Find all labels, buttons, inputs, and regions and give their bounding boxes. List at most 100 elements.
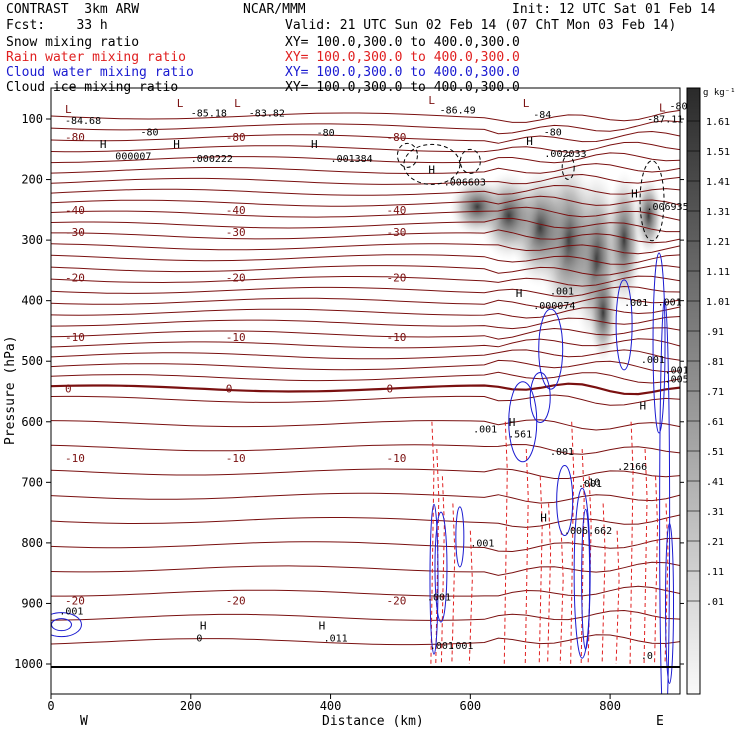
temperature-label: -10 xyxy=(65,331,85,344)
temperature-label: -80 xyxy=(65,131,85,144)
temperature-contour xyxy=(51,120,680,135)
y-tick-label: 100 xyxy=(21,112,43,126)
cloud-ice-contour xyxy=(396,142,418,168)
header-valid: Valid: 21 UTC Sun 02 Feb 14 (07 ChT Mon … xyxy=(285,18,677,33)
low-marker: L xyxy=(428,94,435,107)
high-marker: H xyxy=(516,287,523,300)
temperature-contour xyxy=(51,275,680,287)
temperature-contour xyxy=(51,217,680,233)
temperature-contour xyxy=(51,537,680,553)
cloud-water-contour xyxy=(51,612,82,638)
temperature-contour xyxy=(51,141,680,153)
contour-value-label: -84 xyxy=(533,110,551,121)
rain-contour xyxy=(615,530,620,665)
temperature-contour xyxy=(51,243,680,255)
y-tick-label: 400 xyxy=(21,294,43,308)
field-rain-label: Rain water mixing ratio xyxy=(6,50,187,65)
temperature-label: -80 xyxy=(226,131,246,144)
field-cloudwater-xy: XY= 100.0,300.0 to 400.0,300.0 xyxy=(285,65,520,80)
rain-contour xyxy=(503,421,508,665)
low-marker: L xyxy=(65,103,72,116)
temperature-label: -40 xyxy=(65,204,85,217)
temperature-contour xyxy=(51,296,680,308)
colorbar-label: .51 xyxy=(706,447,724,458)
high-marker: H xyxy=(509,416,516,429)
x-end-label-west: W xyxy=(80,714,88,729)
contour-value-label: .001 xyxy=(658,298,682,309)
temperature-label: -10 xyxy=(386,452,406,465)
colorbar-label: 1.01 xyxy=(706,297,730,308)
colorbar-label: 1.51 xyxy=(706,147,730,158)
colorbar-label: .61 xyxy=(706,417,724,428)
low-marker: L xyxy=(523,97,530,110)
high-marker: H xyxy=(631,188,638,201)
contour-value-label: .006935 xyxy=(646,202,688,213)
colorbar-label: .81 xyxy=(706,357,724,368)
temperature-label: -30 xyxy=(226,226,246,239)
contour-value-label: -86.49 xyxy=(440,106,476,117)
high-marker: H xyxy=(639,400,646,413)
field-snow-xy: XY= 100.0,300.0 to 400.0,300.0 xyxy=(285,35,520,50)
y-tick-label: 900 xyxy=(21,596,43,610)
cloud-water-contours xyxy=(51,252,675,694)
x-tick-label: 200 xyxy=(180,699,202,713)
rain-contour xyxy=(643,449,648,665)
cloud-ice-contour xyxy=(561,154,575,180)
contour-value-label: -85.18 xyxy=(191,109,227,120)
cloud-ice-contour xyxy=(403,143,461,185)
temperature-contour xyxy=(51,254,680,265)
cloud-water-contour xyxy=(573,487,591,659)
high-marker: H xyxy=(526,135,533,148)
header-title: CONTRAST 3km ARW xyxy=(6,2,140,17)
temperature-label: -10 xyxy=(226,452,246,465)
temperature-label: 0 xyxy=(226,382,233,395)
contour-value-label: .000074 xyxy=(533,301,575,312)
contour-value-label: -84.68 xyxy=(65,116,101,127)
contour-value-label: .001 xyxy=(578,479,602,490)
contour-value-label: .001384 xyxy=(331,154,373,165)
field-cloudwater-label: Cloud water mixing ratio xyxy=(6,65,194,80)
high-marker: H xyxy=(540,512,547,525)
cloud-water-contour xyxy=(538,308,564,390)
temperature-contour xyxy=(51,285,680,298)
contour-value-label: -80 xyxy=(140,127,158,138)
cloud-water-contour xyxy=(529,372,551,424)
contour-value-label: .001 xyxy=(59,606,83,617)
temperature-label: -30 xyxy=(386,226,406,239)
field-rain-xy: XY= 100.0,300.0 to 400.0,300.0 xyxy=(285,50,520,65)
contour-value-label: .002033 xyxy=(544,149,586,160)
rain-contour xyxy=(547,503,552,665)
cloud-water-contour xyxy=(429,503,439,655)
colorbar-label: 1.31 xyxy=(706,207,730,218)
high-marker: H xyxy=(319,619,326,632)
temperature-label: 0 xyxy=(65,382,72,395)
contour-value-label: .2166 xyxy=(617,462,647,473)
x-tick-label: 800 xyxy=(599,699,621,713)
temperature-contour xyxy=(51,163,680,175)
rain-contour xyxy=(430,421,435,665)
colorbar-label: .91 xyxy=(706,327,724,338)
contour-value-label: .001 xyxy=(430,641,454,652)
y-tick-label: 700 xyxy=(21,475,43,489)
contour-value-label: .001 xyxy=(449,641,473,652)
temperature-contour xyxy=(51,109,680,123)
low-marker: L xyxy=(659,102,666,115)
colorbar-label: 1.41 xyxy=(706,177,730,188)
contour-value-label: .006603 xyxy=(444,178,486,189)
colorbar-label: .31 xyxy=(706,507,724,518)
contour-value-label: 000007 xyxy=(115,152,151,163)
temperature-contour xyxy=(51,316,680,330)
contour-value-label: .00552 xyxy=(665,374,701,385)
temperature-contour xyxy=(51,184,680,196)
temperature-contour xyxy=(51,306,680,319)
x-tick-label: 600 xyxy=(459,699,481,713)
colorbar-label: .41 xyxy=(706,477,724,488)
contour-value-label: .001 xyxy=(641,355,665,366)
rain-contour xyxy=(451,503,456,665)
header-init: Init: 12 UTC Sat 01 Feb 14 xyxy=(512,2,716,17)
temperature-contour xyxy=(51,492,680,504)
y-axis-title: Pressure (hPa) xyxy=(3,335,18,445)
y-tick-label: 800 xyxy=(21,536,43,550)
temperature-label: -20 xyxy=(386,594,406,607)
temperature-label: -10 xyxy=(65,452,85,465)
